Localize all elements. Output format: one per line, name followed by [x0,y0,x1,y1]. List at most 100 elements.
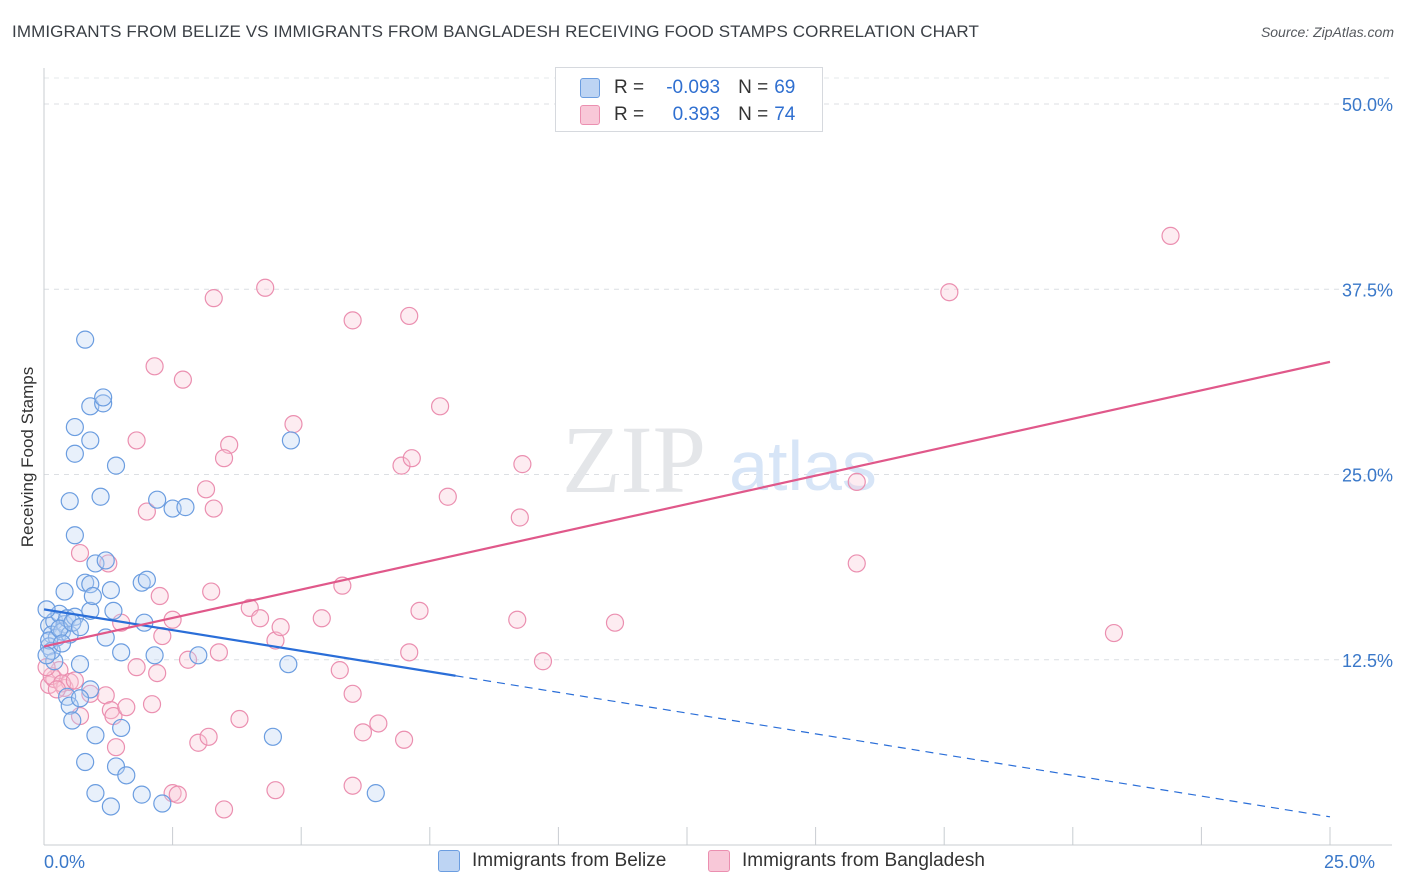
belize-point [86,554,105,573]
bangladesh-swatch [580,105,600,125]
belize-point [104,601,123,620]
bangladesh-point [343,684,362,703]
bangladesh-point [189,733,208,752]
bangladesh-point [47,680,66,699]
bangladesh-trend-line [43,360,1331,648]
chart-title: IMMIGRANTS FROM BELIZE VS IMMIGRANTS FRO… [12,22,979,41]
belize-point [86,726,105,745]
belize-point [117,766,136,785]
r-label: R = [614,104,645,125]
bangladesh-point [142,695,162,714]
bangladesh-point [940,283,959,302]
bangladesh-point [533,652,553,671]
belize-points [37,330,385,816]
belize-point [65,444,84,463]
bangladesh-point [65,671,84,690]
belize-point [112,643,131,662]
belize-point [65,526,84,545]
y-tick-label: 12.5% [1342,651,1393,671]
bangladesh-point [1161,226,1180,245]
belize-point [76,330,95,349]
y-tick-label: 37.5% [1342,280,1393,300]
bangladesh-point [137,502,156,521]
belize-point [281,431,301,450]
bangladesh-point [343,311,362,330]
watermark: ZIP atlas [562,406,877,513]
watermark-atlas: atlas [729,427,877,505]
bangladesh-point [220,435,239,454]
bangladesh-point [256,278,275,297]
belize-point [94,388,113,407]
bangladesh-points [37,226,1180,819]
belize-point [60,492,79,511]
belize-swatch [438,850,460,872]
bangladesh-point [178,650,198,669]
belize-point [145,646,164,665]
belize-swatch [580,78,600,98]
trend-lines [43,360,1331,818]
bangladesh-point [81,684,100,703]
bangladesh-point [148,663,167,683]
x-tick-min: 0.0% [44,852,86,872]
belize-point [70,689,90,708]
belize-trend-extension [455,675,1331,818]
bangladesh-point [70,543,90,563]
belize-point [37,646,56,665]
bangladesh-point [117,698,136,717]
bangladesh-point [510,508,529,527]
bangladesh-point [150,586,169,606]
n-label: N = [738,104,769,125]
belize-point [91,487,110,506]
n-value: 69 [774,77,796,98]
bangladesh-point [1104,623,1124,643]
belize-point [176,498,195,517]
y-tick-label: 50.0% [1342,95,1393,115]
belize-point [86,784,105,803]
bangladesh-point [196,480,216,499]
belize-point [70,618,90,637]
belize-point [96,551,115,570]
legend-item-bangladesh[interactable]: Immigrants from Bangladesh [708,850,985,872]
bangladesh-swatch [708,850,730,872]
belize-point [60,696,79,715]
bangladesh-point [402,449,421,468]
belize-point [63,711,82,730]
bangladesh-point [209,643,228,662]
bangladesh-point [266,781,285,800]
axes [43,68,1392,846]
belize-point [81,575,100,594]
belize-point [106,456,126,475]
belize-point [148,490,167,509]
bangladesh-point [369,714,388,733]
bangladesh-point [400,306,419,326]
legend-label-bangladesh: Immigrants from Bangladesh [742,850,985,871]
bangladesh-point [438,487,457,506]
belize-point [65,417,84,437]
r-value: -0.093 [666,77,721,98]
y-tick-label: 25.0% [1342,466,1393,486]
bangladesh-point [430,397,450,416]
bangladesh-point [99,554,118,573]
legend-item-belize[interactable]: Immigrants from Belize [438,850,666,872]
bangladesh-point [400,643,419,662]
r-label: R = [614,77,645,98]
watermark-zip: ZIP [562,406,706,513]
bangladesh-point [605,613,625,632]
n-label: N = [738,77,769,98]
bangladesh-point [214,449,234,468]
bangladesh-point [353,723,373,742]
belize-point [94,394,113,413]
x-tick-max: 25.0% [1324,852,1376,872]
bangladesh-point [392,456,411,475]
grid-lines [44,77,1392,661]
bangladesh-point [202,582,221,601]
y-axis-label: Receiving Food Stamps [18,366,37,548]
belize-point [83,586,102,606]
belize-point [189,646,208,665]
legend-row-bangladesh: R = 0.393 N = 74 [580,103,795,127]
bangladesh-point [513,455,532,474]
belize-point [55,582,74,601]
bangladesh-point [394,730,414,749]
bangladesh-point [847,554,866,573]
